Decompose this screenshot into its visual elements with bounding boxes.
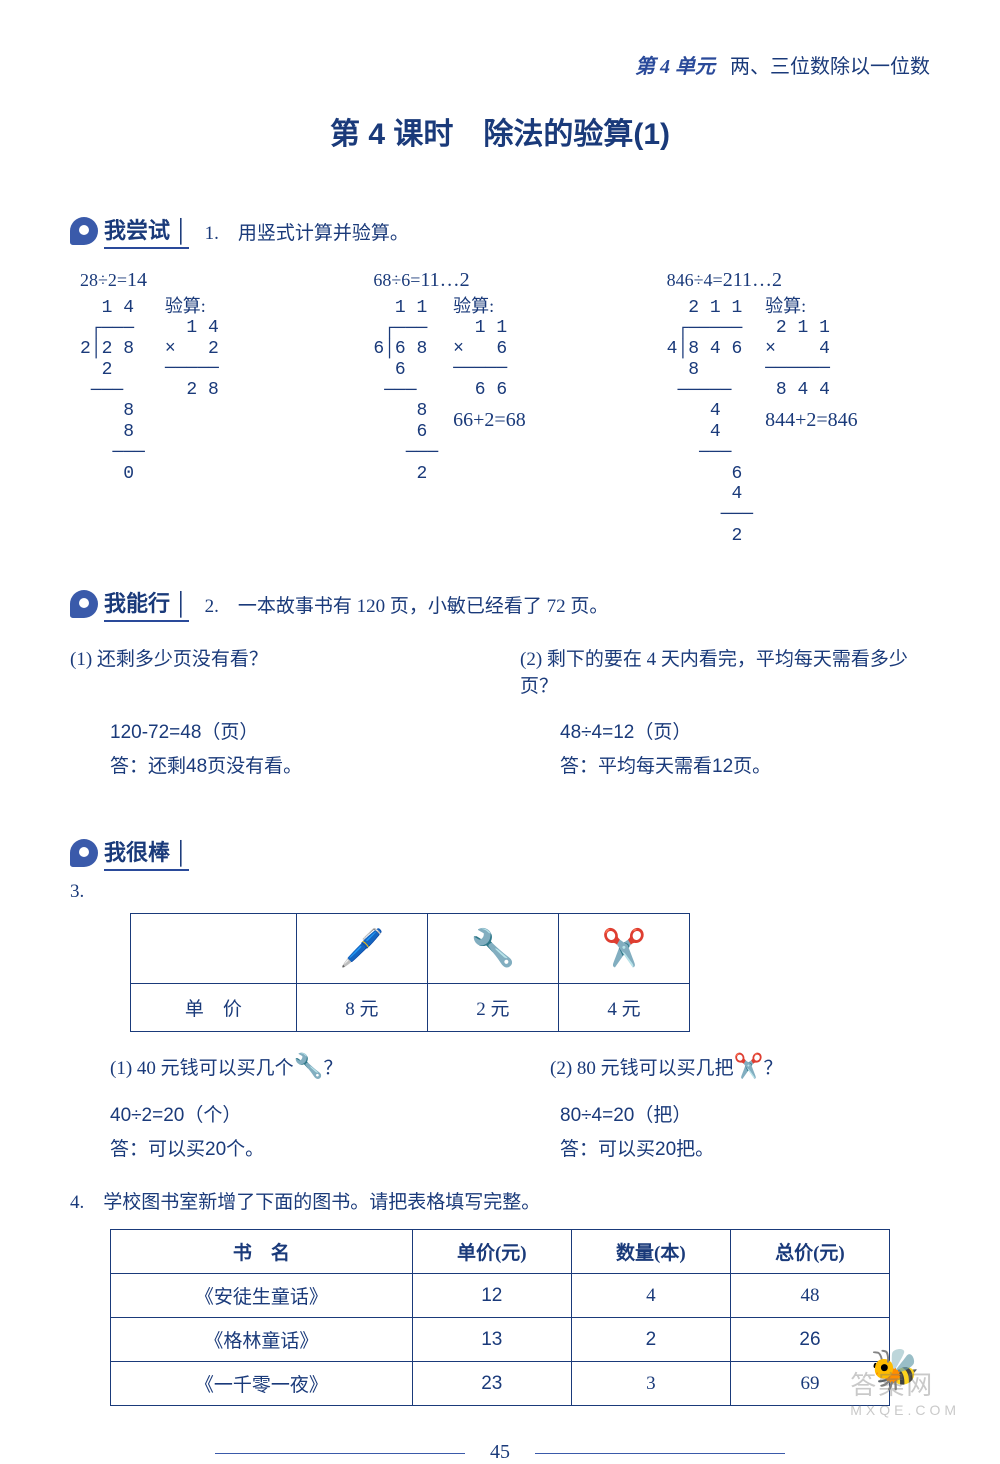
- unit-badge: 第 4 单元: [635, 50, 715, 79]
- bt-r1-price: 13: [412, 1318, 571, 1362]
- bt-h-qty: 数量(本): [571, 1230, 730, 1274]
- section-icon: [70, 590, 98, 618]
- watermark-main: 答案网: [850, 1370, 934, 1400]
- bt-r2-price: 23: [412, 1362, 571, 1406]
- table-row: 《格林童话》 13 2 26: [111, 1318, 890, 1362]
- pen-icon: 🖊️: [339, 928, 384, 968]
- scissors-icon: ✂️: [602, 928, 647, 968]
- section-try: 我尝试│ 1. 用竖式计算并验算。: [70, 213, 409, 249]
- q1-c1-expr: 28÷2=: [80, 270, 127, 290]
- section-can-label: 我能行│: [104, 586, 189, 622]
- q1-c3-check: 2 1 1 × 4 ────── 8 4 4: [765, 318, 858, 401]
- q1-c1: 28÷2=14 1 4 ┌─── 2│2 8 2 ─── 8 8 ─── 0 验…: [80, 269, 343, 546]
- q3-ans2-calc: 80÷4=20（把）: [560, 1099, 930, 1133]
- section-icon: [70, 839, 98, 867]
- price-sharpener: 2 元: [427, 983, 558, 1031]
- q2-sub1: (1) 还剩多少页没有看？: [70, 644, 480, 698]
- q3-ans2: 80÷4=20（把） 答：可以买20把。: [520, 1099, 930, 1167]
- unit-header: 第 4 单元 两、三位数除以一位数: [70, 50, 930, 79]
- section-great-label: 我很棒│: [104, 835, 189, 871]
- price-pen: 8 元: [296, 983, 427, 1031]
- page-number: 45: [480, 1441, 520, 1464]
- q1-c1-check: 1 4 × 2 ───── 2 8: [165, 318, 219, 401]
- bt-r0-total: 48: [730, 1274, 889, 1318]
- q1-c3-extra: 844+2=846: [765, 409, 858, 432]
- lesson-title: 第 4 课时 除法的验算(1): [70, 109, 930, 153]
- q1-c3: 846÷4=211…2 2 1 1 ┌───── 4│8 4 6 8 ─────…: [667, 269, 930, 546]
- q2-prompt: 2. 一本故事书有 120 页，小敏已经看了 72 页。: [205, 591, 609, 618]
- watermark-sub: MXQE.COM: [850, 1402, 960, 1418]
- q2-ans2: 48÷4=12（页） 答：平均每天需看12页。: [520, 716, 930, 784]
- sharpener-icon: 🔧: [294, 1054, 324, 1080]
- table-row: 《一千零一夜》 23 3 69: [111, 1362, 890, 1406]
- q1-c3-expr: 846÷4=: [667, 270, 723, 290]
- q1-c1-longdiv: 1 4 ┌─── 2│2 8 2 ─── 8 8 ─── 0: [80, 298, 145, 484]
- sharpener-icon: 🔧: [471, 928, 516, 968]
- q3-sub1: (1) 40 元钱可以买几个🔧？: [70, 1052, 490, 1081]
- bt-h-total: 总价(元): [730, 1230, 889, 1274]
- q3-ans1: 40÷2=20（个） 答：可以买20个。: [70, 1099, 480, 1167]
- q1-c3-checklabel: 验算:: [765, 292, 858, 318]
- page-footer: 45: [70, 1441, 930, 1464]
- q3-subs: (1) 40 元钱可以买几个🔧？ (2) 80 元钱可以买几把✂️？: [70, 1052, 930, 1081]
- q3-ans1-text: 答：可以买20个。: [110, 1133, 480, 1167]
- q2-subs: (1) 还剩多少页没有看？ (2) 剩下的要在 4 天内看完，平均每天需看多少页…: [70, 644, 930, 698]
- bt-r2-name: 《一千零一夜》: [111, 1362, 413, 1406]
- bt-h-name: 书 名: [111, 1230, 413, 1274]
- bt-r2-qty: 3: [571, 1362, 730, 1406]
- q1-c2: 68÷6=11…2 1 1 ┌─── 6│6 8 6 ─── 8 6 ─── 2…: [373, 269, 636, 546]
- q1-c1-checklabel: 验算:: [165, 292, 219, 318]
- q3-ans1-calc: 40÷2=20（个）: [110, 1099, 480, 1133]
- book-table: 书 名 单价(元) 数量(本) 总价(元) 《安徒生童话》 12 4 48 《格…: [110, 1229, 890, 1406]
- bt-r1-qty: 2: [571, 1318, 730, 1362]
- section-great: 我很棒│: [70, 835, 189, 871]
- q3-ans2-text: 答：可以买20把。: [560, 1133, 930, 1167]
- q2-ans2-text: 答：平均每天需看12页。: [560, 750, 930, 784]
- q2-ans1-text: 答：还剩48页没有看。: [110, 750, 480, 784]
- q1-c2-check: 1 1 × 6 ───── 6 6: [453, 318, 526, 401]
- price-scissors: 4 元: [558, 983, 689, 1031]
- q1-c2-longdiv: 1 1 ┌─── 6│6 8 6 ─── 8 6 ─── 2: [373, 298, 438, 484]
- bt-r0-name: 《安徒生童话》: [111, 1274, 413, 1318]
- q1-c2-extra: 66+2=68: [453, 409, 526, 432]
- q4-prompt: 4. 学校图书室新增了下面的图书。请把表格填写完整。: [70, 1187, 930, 1214]
- section-try-label: 我尝试│: [104, 213, 189, 249]
- q2-ans2-calc: 48÷4=12（页）: [560, 716, 930, 750]
- q2-answers: 120-72=48（页） 答：还剩48页没有看。 48÷4=12（页） 答：平均…: [70, 716, 930, 784]
- q1-calculations: 28÷2=14 1 4 ┌─── 2│2 8 2 ─── 8 8 ─── 0 验…: [80, 269, 930, 546]
- section-icon: [70, 217, 98, 245]
- watermark: 答案网 MXQE.COM: [850, 1365, 960, 1418]
- q1-c2-checklabel: 验算:: [453, 292, 526, 318]
- q1-prompt: 1. 用竖式计算并验算。: [205, 218, 409, 245]
- q2-ans1-calc: 120-72=48（页）: [110, 716, 480, 750]
- q1-c3-longdiv: 2 1 1 ┌───── 4│8 4 6 8 ───── 4 4 ─── 6 4…: [667, 298, 753, 546]
- q1-c2-expr: 68÷6=: [373, 270, 420, 290]
- q3-number: 3.: [70, 881, 930, 903]
- table-row: 《安徒生童话》 12 4 48: [111, 1274, 890, 1318]
- section-can: 我能行│ 2. 一本故事书有 120 页，小敏已经看了 72 页。: [70, 586, 608, 622]
- bt-r0-price: 12: [412, 1274, 571, 1318]
- price-row-label: 单 价: [131, 983, 297, 1031]
- unit-subtitle: 两、三位数除以一位数: [730, 56, 930, 78]
- q2-sub2: (2) 剩下的要在 4 天内看完，平均每天需看多少页？: [520, 644, 930, 698]
- bt-h-price: 单价(元): [412, 1230, 571, 1274]
- q1-c1-ans: 14: [127, 269, 147, 291]
- bt-r0-qty: 4: [571, 1274, 730, 1318]
- q2-ans1: 120-72=48（页） 答：还剩48页没有看。: [70, 716, 480, 784]
- price-table: 🖊️ 🔧 ✂️ 单 价 8 元 2 元 4 元: [130, 913, 690, 1032]
- q3-answers: 40÷2=20（个） 答：可以买20个。 80÷4=20（把） 答：可以买20把…: [70, 1099, 930, 1167]
- scissors-icon: ✂️: [734, 1054, 764, 1080]
- bt-r1-name: 《格林童话》: [111, 1318, 413, 1362]
- q3-sub2: (2) 80 元钱可以买几把✂️？: [510, 1052, 930, 1081]
- bt-r1-total: 26: [730, 1318, 889, 1362]
